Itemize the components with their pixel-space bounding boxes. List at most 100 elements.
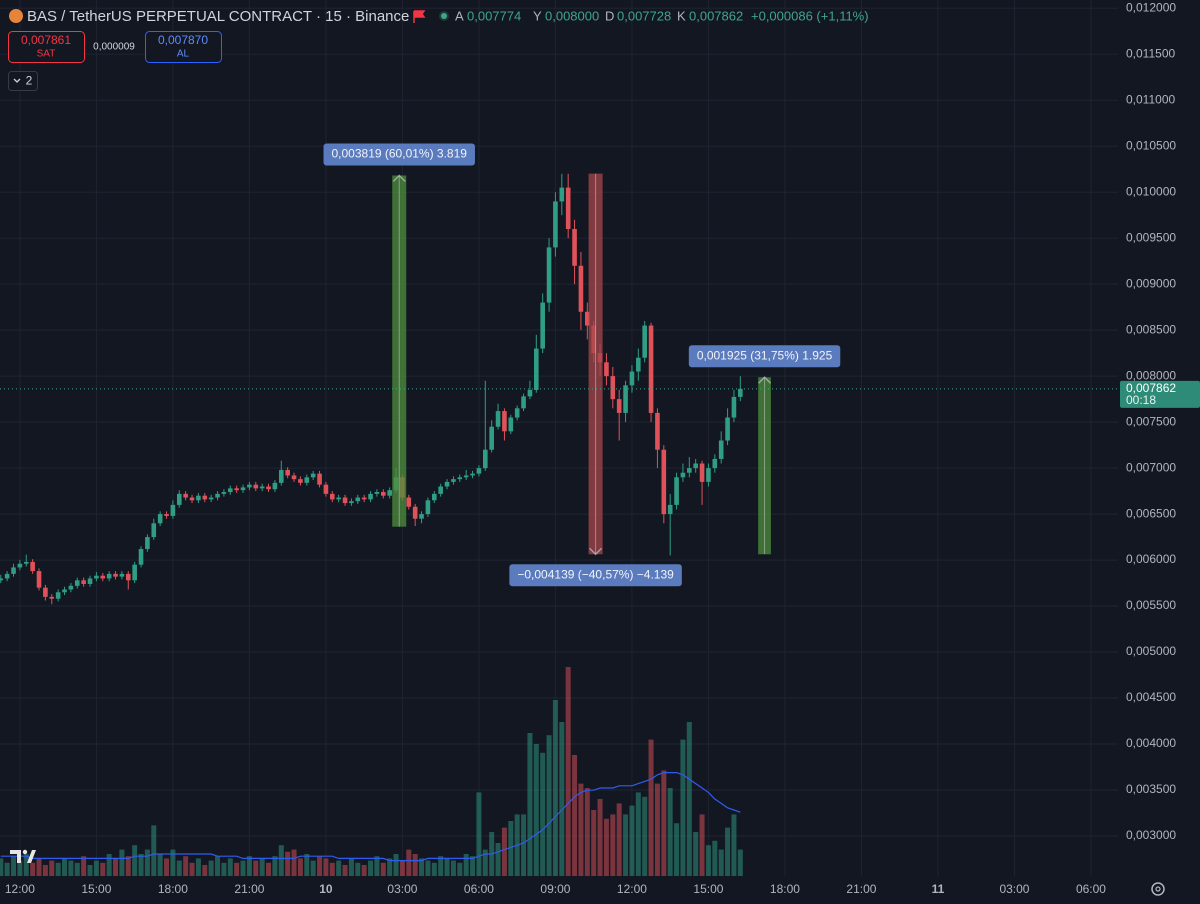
ohlc-key: D: [605, 8, 614, 23]
sell-price[interactable]: 0,007861: [21, 33, 71, 47]
spread: 0,000009: [93, 42, 135, 53]
volume-bar: [406, 849, 412, 876]
candle-body: [655, 412, 660, 450]
y-tick-label: 0,004000: [1126, 736, 1176, 750]
volume-bar: [272, 856, 278, 876]
logo-part[interactable]: [27, 850, 36, 863]
volume-bar: [374, 856, 380, 876]
volume-bar: [444, 858, 450, 876]
candle-body: [546, 247, 552, 303]
y-tick-label: 0,011000: [1126, 92, 1175, 106]
logo-part[interactable]: [22, 849, 28, 855]
volume-bar: [635, 792, 641, 876]
flag-icon[interactable]: [413, 10, 426, 23]
volume-bar: [712, 840, 718, 876]
ohlc-key: Y: [533, 8, 542, 23]
candle-body: [425, 500, 431, 515]
volume-bar: [93, 860, 99, 876]
candle-body: [374, 492, 380, 494]
volume-bar: [278, 845, 284, 876]
x-tick-label: 21:00: [846, 882, 876, 896]
measure-label: 0,003819 (60,01%) 3.819: [332, 147, 468, 161]
y-tick-label: 0,005500: [1126, 598, 1176, 612]
buy-button-frame[interactable]: [145, 31, 222, 63]
volume-bar: [680, 739, 686, 876]
volume-bar: [591, 810, 597, 876]
measure-label-box: [323, 143, 475, 166]
candle-body: [349, 501, 354, 504]
candle-body: [253, 484, 259, 489]
candle-body: [49, 596, 55, 599]
settings-button[interactable]: [1151, 882, 1165, 896]
volume-bar: [546, 735, 552, 876]
sell-button-frame[interactable]: [8, 31, 85, 63]
volume-bar: [540, 752, 546, 876]
volume-bar: [584, 788, 590, 876]
candle-body: [145, 537, 150, 550]
volume-ma-line: [0, 772, 741, 862]
y-tick-label: 0,008000: [1126, 368, 1176, 382]
candle-body: [247, 484, 252, 488]
sell-label[interactable]: SAT: [37, 49, 56, 60]
candle-body: [457, 477, 463, 480]
x-tick-label: 10: [319, 882, 333, 896]
x-tick-label: 03:00: [387, 882, 417, 896]
buy-price[interactable]: 0,007870: [158, 33, 208, 47]
volume-bar: [106, 854, 112, 876]
volume-bar: [610, 814, 616, 876]
candle-body: [106, 573, 112, 579]
buy-button[interactable]: 0,007870 AL: [145, 31, 222, 63]
candle-body: [87, 578, 93, 584]
chevron-icon[interactable]: [13, 78, 21, 83]
volume-bar: [30, 862, 36, 876]
volume-bar: [368, 860, 374, 876]
volume-bar: [355, 862, 361, 876]
y-tick-label: 0,007000: [1126, 460, 1176, 474]
y-tick-label: 0,009500: [1126, 230, 1176, 244]
measure-label-box: [509, 564, 682, 587]
volume-bar: [68, 860, 74, 876]
candle-body: [368, 493, 373, 500]
candle-body: [559, 187, 565, 202]
candle-body: [323, 484, 329, 494]
candle-body: [616, 399, 622, 413]
candle-body: [610, 376, 616, 400]
x-tick-label: 11: [932, 882, 945, 896]
volume-layer: [0, 667, 743, 876]
volume-bar: [227, 858, 233, 876]
y-tick-label: 0,012000: [1126, 0, 1176, 14]
ohlc-value: 0,007862: [689, 8, 743, 23]
measure-label: 0,001925 (31,75%) 1.925: [697, 348, 833, 362]
volume-bar: [62, 858, 68, 876]
volume-bar: [74, 862, 80, 876]
candle-layer: [0, 173, 743, 605]
volume-bar: [642, 796, 648, 876]
volume-bar: [42, 865, 48, 876]
volume-bar: [170, 849, 176, 876]
volume-bar: [572, 755, 578, 876]
volume-bar: [221, 862, 227, 876]
price-change: +0,000086 (+1,11%): [751, 8, 869, 23]
tv-logo[interactable]: [10, 849, 36, 863]
gear-icon[interactable]: [1151, 882, 1165, 896]
ohlc-key: K: [677, 8, 686, 23]
sell-button[interactable]: 0,007861 SAT: [8, 31, 85, 63]
candle-body: [604, 362, 609, 377]
buy-label[interactable]: AL: [177, 49, 190, 60]
candle-body: [502, 411, 507, 432]
candle-body: [36, 571, 42, 588]
candle-body: [431, 493, 437, 501]
indicators-frame[interactable]: [8, 71, 38, 91]
candle-body: [623, 385, 628, 413]
candle-body: [731, 396, 737, 418]
indicators-toggle[interactable]: 2: [8, 71, 38, 91]
logo-part[interactable]: [10, 850, 21, 863]
volume-bar: [304, 854, 310, 876]
indicators-count[interactable]: 2: [26, 74, 33, 88]
x-tick-label: 18:00: [770, 882, 800, 896]
ohlc-key: A: [455, 8, 464, 23]
gear-hub[interactable]: [1155, 886, 1161, 892]
measure-arrow-head: [758, 376, 772, 384]
candle-body: [285, 469, 290, 476]
y-tick-label: 0,011500: [1126, 46, 1175, 60]
